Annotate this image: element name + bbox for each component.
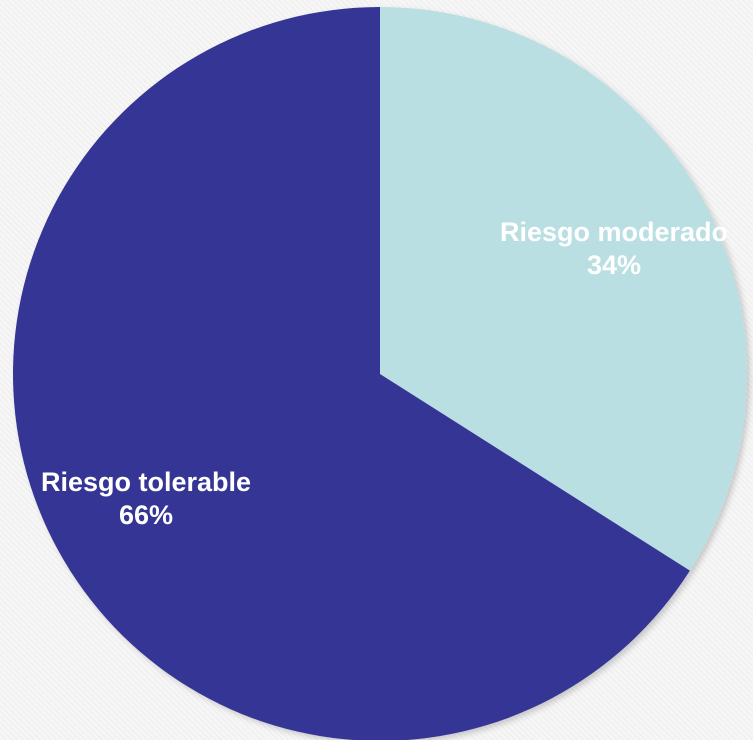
slice-name-label: Riesgo tolerable [40, 467, 252, 497]
slice-value-label: 66% [118, 500, 174, 530]
slice-name-label: Riesgo moderado [499, 217, 729, 247]
pie-slice-riesgo-moderado [380, 7, 748, 571]
slice-label-riesgo-tolerable: Riesgo tolerable 66% [41, 466, 251, 532]
pie-slice-riesgo-tolerable [13, 7, 690, 740]
slice-label-riesgo-moderado: Riesgo moderado 34% [500, 216, 728, 282]
slice-value-label: 34% [586, 250, 642, 280]
